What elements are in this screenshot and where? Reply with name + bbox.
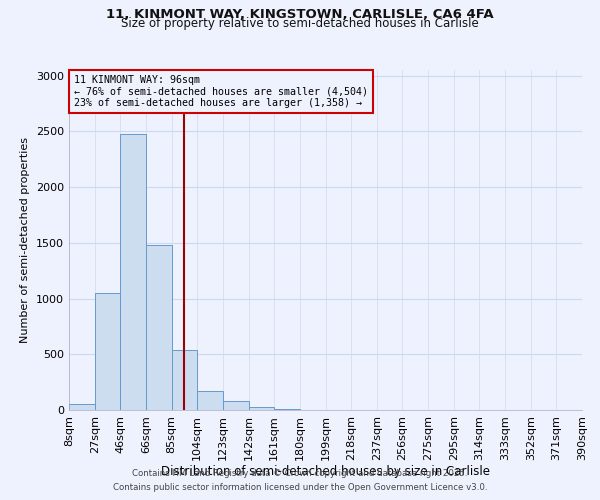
Bar — [197, 391, 223, 410]
Bar — [95, 293, 121, 410]
Y-axis label: Number of semi-detached properties: Number of semi-detached properties — [20, 137, 31, 343]
Text: 11, KINMONT WAY, KINGSTOWN, CARLISLE, CA6 4FA: 11, KINMONT WAY, KINGSTOWN, CARLISLE, CA… — [106, 8, 494, 20]
Bar — [248, 407, 274, 410]
Bar — [69, 404, 95, 410]
Bar — [223, 401, 248, 410]
Bar — [146, 245, 172, 410]
X-axis label: Distribution of semi-detached houses by size in Carlisle: Distribution of semi-detached houses by … — [161, 466, 490, 478]
Bar — [121, 134, 146, 410]
Text: Contains public sector information licensed under the Open Government Licence v3: Contains public sector information licen… — [113, 484, 487, 492]
Bar — [172, 350, 197, 410]
Text: Size of property relative to semi-detached houses in Carlisle: Size of property relative to semi-detach… — [121, 18, 479, 30]
Text: 11 KINMONT WAY: 96sqm
← 76% of semi-detached houses are smaller (4,504)
23% of s: 11 KINMONT WAY: 96sqm ← 76% of semi-deta… — [74, 75, 368, 108]
Text: Contains HM Land Registry data © Crown copyright and database right 2025.: Contains HM Land Registry data © Crown c… — [132, 468, 468, 477]
